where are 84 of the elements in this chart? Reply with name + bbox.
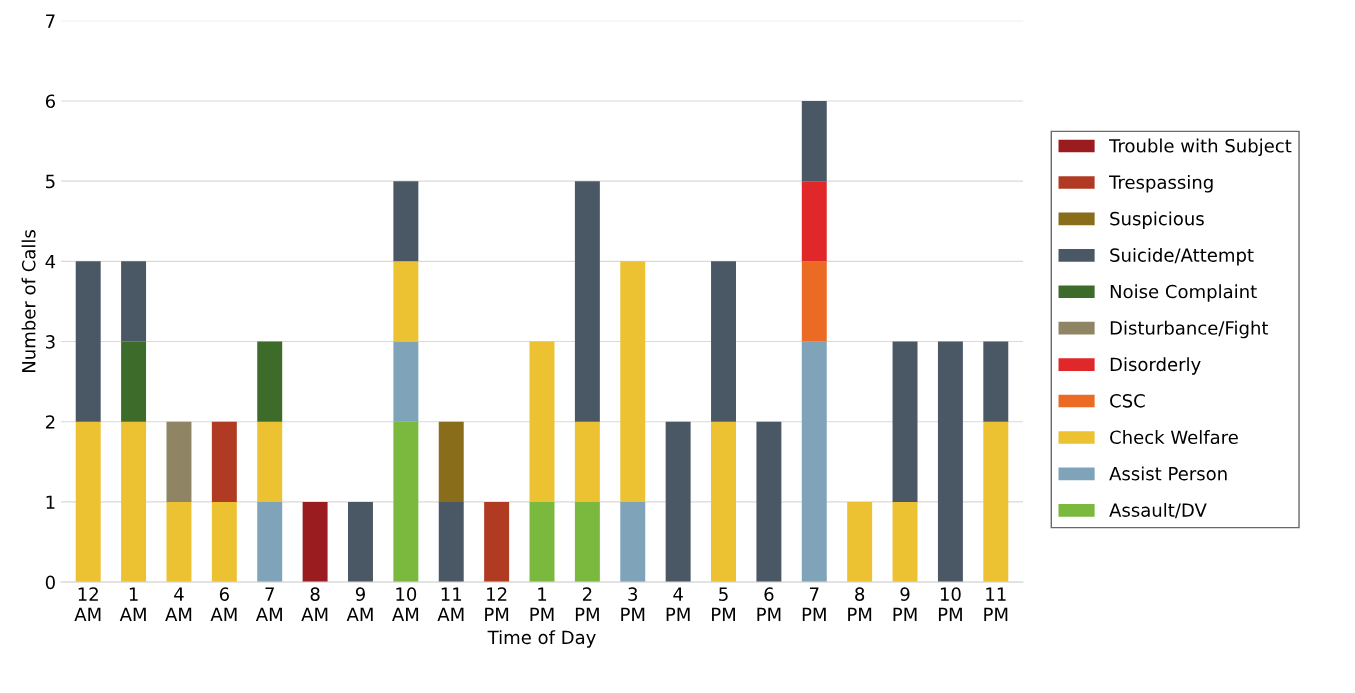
x-tick-label: 3 PM (621, 587, 645, 621)
x-tick-label: 4 PM (666, 587, 690, 621)
bar (438, 421, 464, 502)
x-tick-label: 8 AM (301, 587, 328, 621)
bar (574, 501, 600, 583)
bar (211, 421, 237, 502)
bar (211, 501, 237, 583)
x-tick-label: 2 PM (575, 587, 599, 621)
x-tick-label: 9 AM (346, 587, 373, 621)
x-tick-label: 10 PM (938, 587, 962, 621)
bar (529, 501, 555, 583)
bar (121, 421, 147, 583)
legend-label: Noise Complaint (1110, 284, 1257, 302)
bar (166, 501, 192, 583)
bar (665, 421, 691, 583)
legend-label: Assault/DV (1109, 502, 1207, 519)
bar (257, 501, 283, 583)
legend-label: Suicide/Attempt (1110, 247, 1254, 266)
legend-label: Trouble with Subject (1109, 138, 1292, 157)
bar (393, 181, 419, 262)
x-tick-label: 1 AM (119, 587, 146, 621)
x-tick-label: 1 PM (530, 587, 554, 621)
bar (75, 421, 101, 583)
bar (801, 261, 827, 342)
bar (121, 261, 147, 342)
bar (983, 421, 1009, 583)
bar (166, 421, 192, 502)
bar (484, 501, 510, 583)
x-tick-label: 4 AM (165, 587, 192, 621)
x-tick-label: 12 AM (74, 587, 101, 621)
bar (801, 100, 827, 182)
x-tick-label: 6 AM (210, 587, 237, 621)
bar (892, 341, 918, 502)
bar (438, 501, 464, 583)
bar (393, 341, 419, 422)
bar (348, 501, 373, 583)
bar (937, 341, 963, 583)
x-tick-label: 6 PM (757, 587, 781, 621)
x-tick-label: 11 AM (437, 587, 464, 621)
bar (121, 341, 147, 422)
legend-label: CSC (1110, 393, 1145, 408)
x-axis-title: Time of Day (487, 630, 596, 648)
legend-label: Check Welfare (1110, 430, 1238, 445)
bar (801, 181, 827, 262)
legend-label: Trespassing (1109, 175, 1213, 193)
x-tick-label: 12 PM (485, 587, 509, 621)
bar (983, 341, 1009, 422)
y-tick-label: 5 (46, 174, 55, 189)
bar (302, 501, 328, 583)
x-tick-label: 5 PM (712, 587, 735, 621)
y-tick-label: 3 (46, 335, 55, 349)
bar (756, 421, 782, 583)
y-axis-title: Number of Calls (21, 230, 36, 372)
bar (75, 261, 101, 422)
bar (620, 261, 646, 502)
y-tick-label: 4 (45, 255, 56, 269)
x-tick-label: 7 AM (255, 587, 282, 621)
y-tick-label: 2 (45, 415, 55, 429)
bar (574, 181, 600, 422)
bar (801, 341, 827, 583)
bar (257, 421, 283, 502)
bar (393, 421, 419, 583)
bar (393, 261, 419, 342)
bar (711, 421, 736, 583)
y-tick-label: 0 (45, 575, 55, 590)
x-tick-label: 7 PM (802, 587, 826, 621)
y-tick-label: 6 (45, 94, 55, 109)
bar (529, 341, 555, 502)
x-tick-label: 10 AM (392, 587, 419, 621)
x-tick-label: 8 PM (848, 587, 872, 621)
bar (847, 501, 873, 583)
legend-label: Suspicious (1110, 211, 1204, 229)
x-tick-label: 9 PM (893, 587, 917, 621)
y-tick-label: 1 (46, 495, 55, 509)
bar (711, 261, 736, 422)
bar (257, 341, 283, 422)
legend-label: Disorderly (1110, 357, 1201, 375)
legend-label: Disturbance/Fight (1110, 320, 1269, 339)
x-tick-label: 11 PM (984, 587, 1008, 621)
bar (620, 501, 646, 583)
y-tick-label: 7 (46, 14, 55, 28)
bar (892, 501, 918, 583)
legend-label: Assist Person (1109, 466, 1227, 481)
bar (574, 421, 600, 502)
